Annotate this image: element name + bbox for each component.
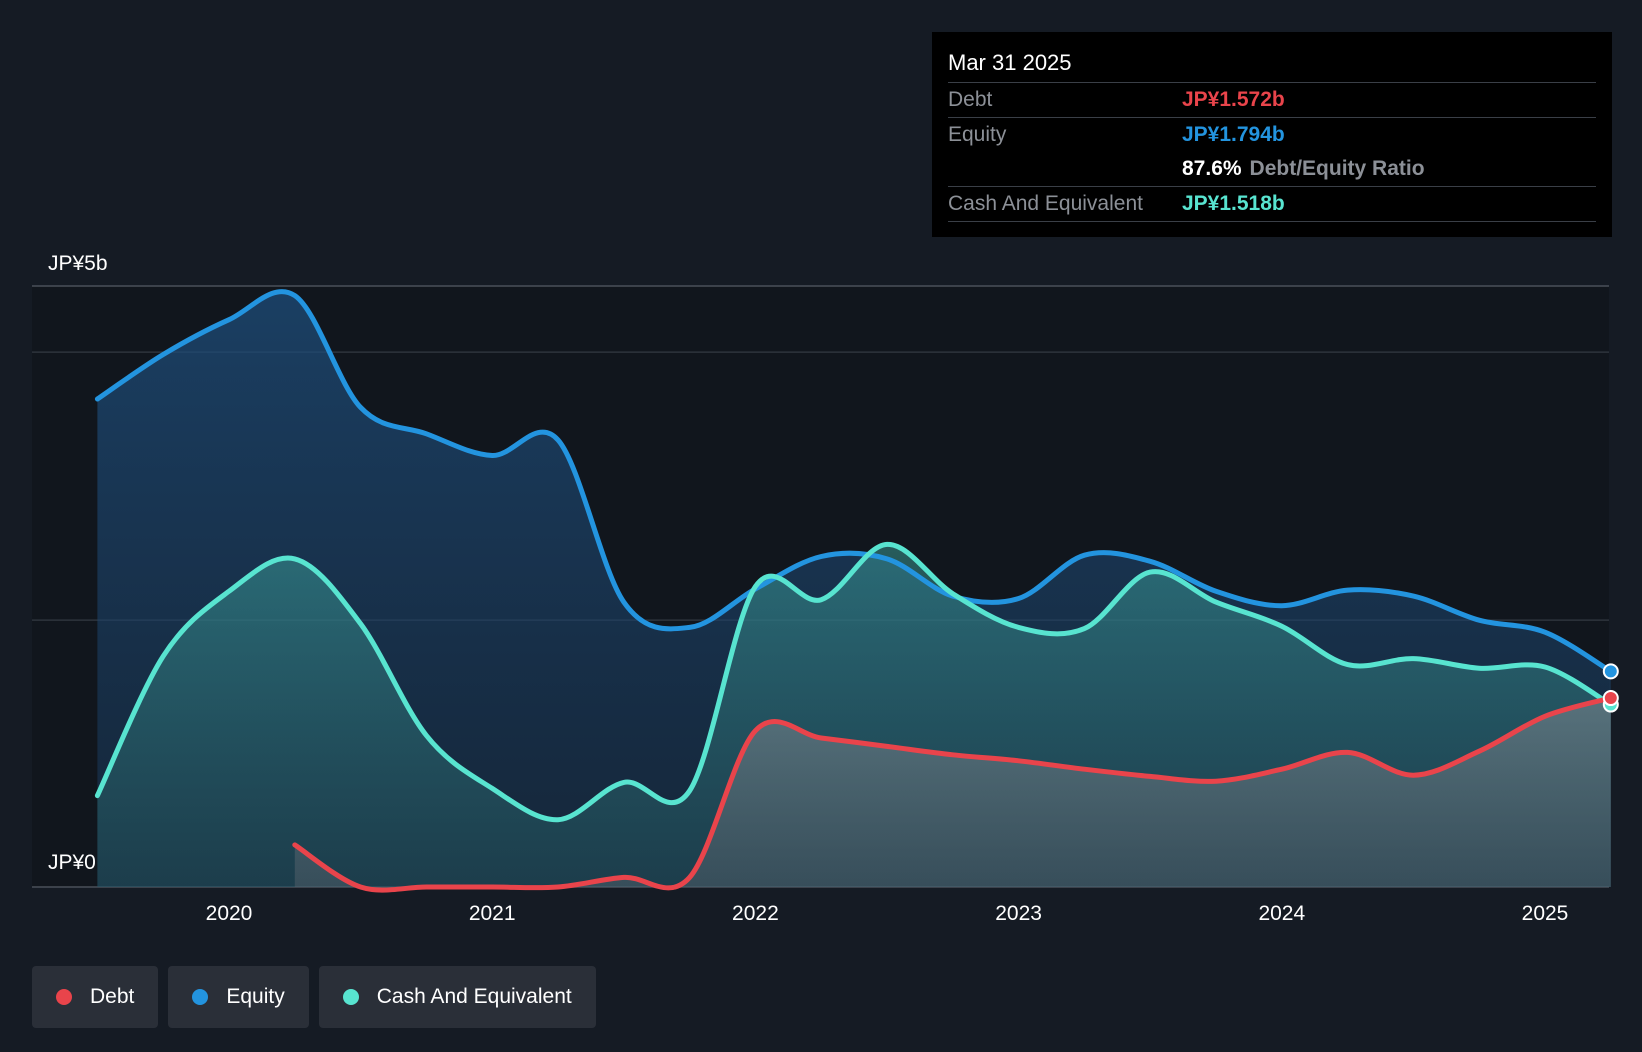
series-areas	[97, 291, 1611, 891]
equity-end-marker	[1602, 663, 1619, 680]
y-axis-max-label: JP¥5b	[48, 252, 108, 275]
tooltip: Mar 31 2025 Debt JP¥1.572b Equity JP¥1.7…	[932, 32, 1612, 237]
equity-line	[94, 289, 1614, 674]
cash-and-equivalent-line	[94, 541, 1614, 823]
x-axis-ticks: 2020 2021 2022 2023 2024 2025	[206, 902, 1569, 925]
tooltip-row-ratio: 87.6% Debt/Equity Ratio	[948, 152, 1596, 186]
legend-label-cash: Cash And Equivalent	[376, 985, 572, 1008]
legend: Debt Equity Cash And Equivalent	[32, 966, 596, 1028]
x-tick-label-2024: 2024	[1258, 902, 1305, 925]
x-tick-label-2020: 2020	[206, 902, 253, 925]
debt-line	[292, 695, 1614, 893]
tooltip-date: Mar 31 2025	[948, 50, 1072, 75]
legend-item-equity[interactable]: Equity	[168, 966, 309, 1028]
debt-dot-icon	[56, 989, 72, 1005]
tooltip-equity-label: Equity	[948, 123, 1007, 146]
y-axis-min-label: JP¥0	[48, 851, 96, 874]
legend-item-cash[interactable]: Cash And Equivalent	[318, 966, 596, 1028]
tooltip-cash-value: JP¥1.518b	[1182, 192, 1285, 215]
legend-label-debt: Debt	[90, 985, 135, 1008]
x-tick-label-2021: 2021	[469, 902, 516, 925]
cash-dot-icon	[342, 989, 359, 1005]
legend-label-equity: Equity	[226, 985, 285, 1008]
tooltip-debt-label: Debt	[948, 88, 993, 111]
debt-area	[294, 698, 1611, 891]
x-tick-label-2025: 2025	[1522, 902, 1569, 925]
x-tick-label-2023: 2023	[995, 902, 1042, 925]
tooltip-row-equity: Equity JP¥1.794b	[948, 117, 1596, 152]
tooltip-debt-value: JP¥1.572b	[1182, 88, 1285, 111]
debt-end-marker	[1602, 690, 1619, 707]
tooltip-equity-value: JP¥1.794b	[1182, 123, 1285, 146]
equity-dot-icon	[192, 989, 209, 1005]
tooltip-row-debt: Debt JP¥1.572b	[948, 82, 1596, 117]
series-lines	[94, 289, 1614, 893]
tooltip-ratio-label: Debt/Equity Ratio	[1249, 157, 1425, 180]
tooltip-cash-label: Cash And Equivalent	[948, 192, 1143, 215]
tooltip-row-cash: Cash And Equivalent JP¥1.518b	[948, 186, 1596, 222]
legend-item-debt[interactable]: Debt	[32, 966, 159, 1028]
end-markers	[1602, 663, 1619, 713]
tooltip-ratio-value: 87.6%	[1182, 157, 1242, 180]
x-tick-label-2022: 2022	[732, 902, 779, 925]
